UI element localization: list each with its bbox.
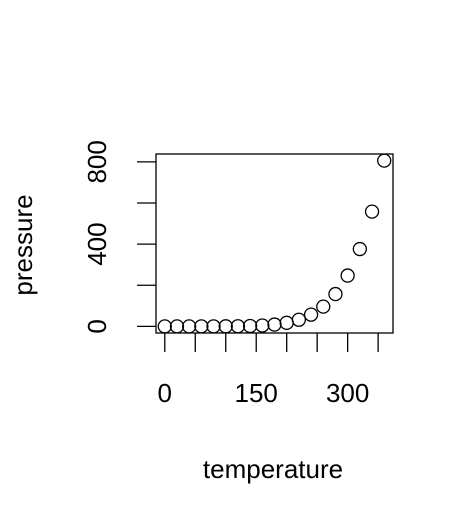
x-tick-label: 0 xyxy=(158,378,172,408)
point xyxy=(377,153,392,168)
point xyxy=(182,319,197,334)
point xyxy=(291,312,307,327)
point xyxy=(157,319,172,334)
point xyxy=(340,268,355,283)
point xyxy=(169,319,185,334)
point xyxy=(218,319,233,334)
point xyxy=(194,319,209,334)
point xyxy=(230,319,246,334)
y-tick-label: 800 xyxy=(82,140,112,183)
y-tick-label: 0 xyxy=(82,319,112,333)
point xyxy=(316,299,331,314)
point xyxy=(303,307,319,322)
point xyxy=(255,318,270,333)
y-axis-label: pressure xyxy=(8,194,38,295)
point xyxy=(206,319,221,334)
point xyxy=(364,204,380,219)
x-tick-label: 300 xyxy=(326,378,369,408)
point xyxy=(352,241,367,257)
x-tick-label: 150 xyxy=(235,378,278,408)
point xyxy=(328,286,343,302)
x-axis-label: temperature xyxy=(203,454,343,484)
y-tick-label: 400 xyxy=(82,222,112,265)
point xyxy=(242,318,258,334)
